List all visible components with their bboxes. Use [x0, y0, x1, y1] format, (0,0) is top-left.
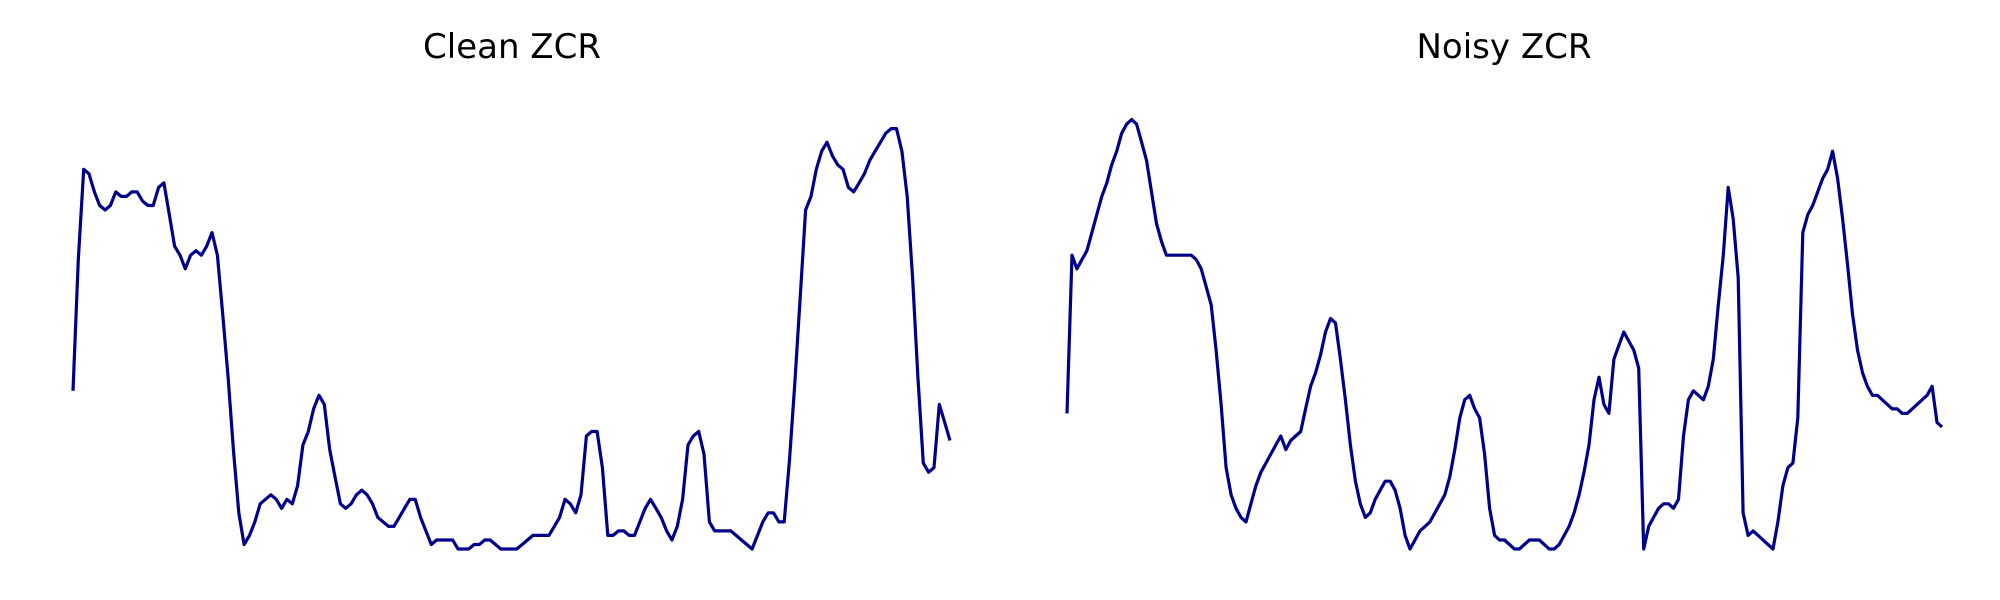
noisy-zcr-title: Noisy ZCR: [1417, 27, 1592, 67]
clean-zcr-title: Clean ZCR: [423, 27, 601, 67]
clean-zcr-series-line: [71, 127, 952, 551]
noisy-zcr-chart: Noisy ZCR: [1065, 27, 1944, 551]
clean-zcr-chart: Clean ZCR: [71, 27, 952, 551]
noisy-zcr-series-line: [1065, 118, 1944, 551]
